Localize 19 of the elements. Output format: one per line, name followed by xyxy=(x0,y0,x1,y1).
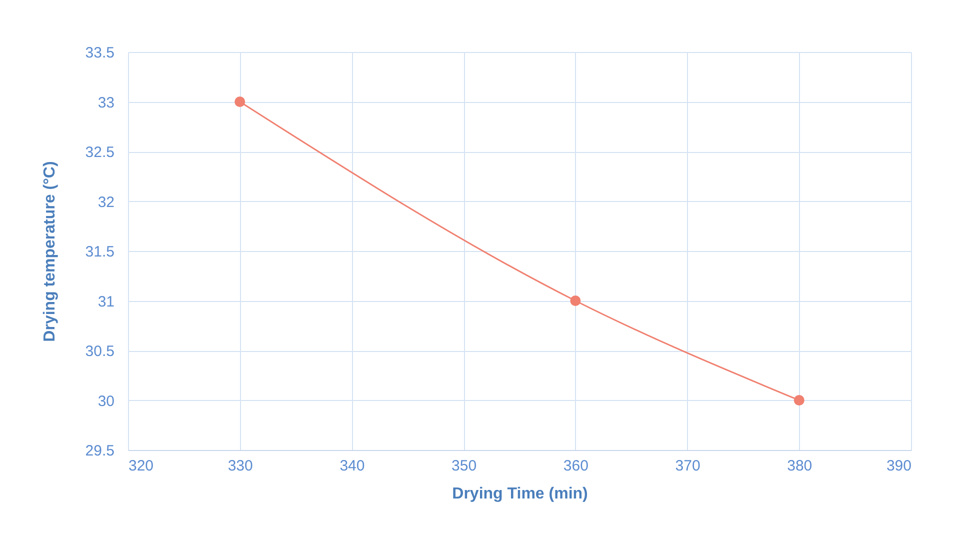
y-axis-title: Drying temperature (°C) xyxy=(41,161,58,342)
x-tick-label: 390 xyxy=(886,458,912,474)
x-tick-label: 340 xyxy=(340,458,365,474)
x-tick-label: 380 xyxy=(787,458,812,474)
y-tick-label: 29.5 xyxy=(85,442,114,460)
y-tick-label: 30 xyxy=(98,392,114,410)
y-tick-label: 33.5 xyxy=(85,44,114,62)
x-tick-label: 350 xyxy=(452,458,477,474)
y-tick-label: 32 xyxy=(98,194,114,211)
x-tick-label: 330 xyxy=(228,458,253,474)
x-tick-label: 370 xyxy=(675,458,700,474)
y-tick-label: 31 xyxy=(98,293,114,310)
x-tick-label: 320 xyxy=(128,458,154,474)
y-tick-label: 32.5 xyxy=(85,144,114,161)
y-tick-label: 31.5 xyxy=(85,244,114,260)
x-tick-label: 360 xyxy=(563,458,588,474)
y-tick-label: 30.5 xyxy=(85,343,114,360)
x-axis-title: Drying Time (min) xyxy=(452,486,588,502)
y-tick-label: 33 xyxy=(98,94,114,112)
